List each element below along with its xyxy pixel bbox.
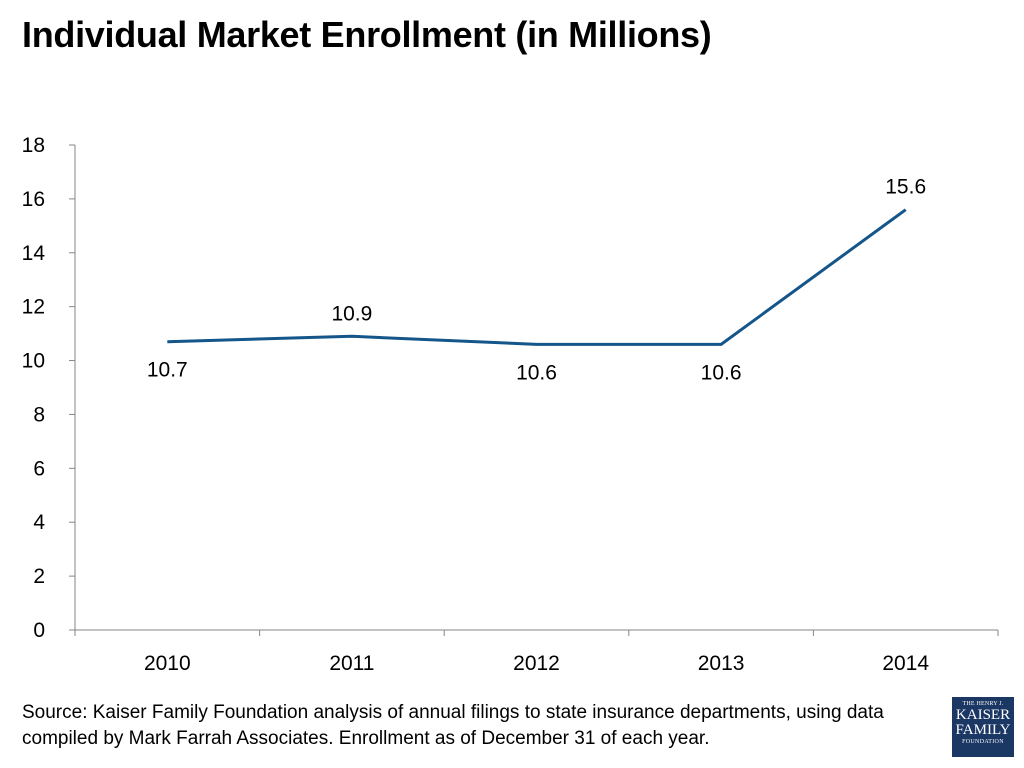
- logo-line-1: THE HENRY J.: [962, 701, 1004, 707]
- chart-title: Individual Market Enrollment (in Million…: [22, 14, 712, 55]
- series-line: [167, 208, 907, 346]
- data-label: 15.6: [885, 176, 926, 199]
- source-note: Source: Kaiser Family Foundation analysi…: [22, 702, 884, 749]
- data-label: 10.6: [516, 361, 557, 384]
- y-tick-label: 6: [33, 457, 45, 480]
- x-tick-label: 2013: [698, 652, 745, 675]
- y-tick-label: 18: [22, 134, 45, 157]
- y-tick-label: 8: [33, 403, 45, 426]
- x-tick-label: 2012: [513, 652, 560, 675]
- kff-logo: THE HENRY J. KAISER FAMILY FOUNDATION: [952, 697, 1014, 757]
- x-tick-label: 2010: [144, 652, 191, 675]
- x-tick-label: 2014: [882, 652, 929, 675]
- line-chart: 0 2 4 6 8 10 12 14 16 18 2010 2011 2012 2013 2014 10.7 1…: [22, 134, 999, 675]
- y-tick-label: 10: [22, 350, 45, 373]
- y-tick-label: 2: [33, 565, 45, 588]
- y-tick-label: 12: [22, 296, 45, 319]
- y-tick-label: 14: [22, 242, 46, 265]
- logo-line-4: FOUNDATION: [962, 739, 1004, 745]
- data-label: 10.6: [701, 361, 742, 384]
- y-tick-label: 16: [22, 188, 45, 211]
- logo-line-3: FAMILY: [955, 722, 1011, 738]
- y-tick-label: 4: [33, 511, 45, 534]
- logo-line-2: KAISER: [955, 707, 1011, 723]
- y-tick-label: 0: [33, 619, 45, 642]
- data-label: 10.9: [331, 302, 372, 325]
- x-tick-label: 2011: [329, 652, 374, 675]
- data-label: 10.7: [147, 359, 188, 382]
